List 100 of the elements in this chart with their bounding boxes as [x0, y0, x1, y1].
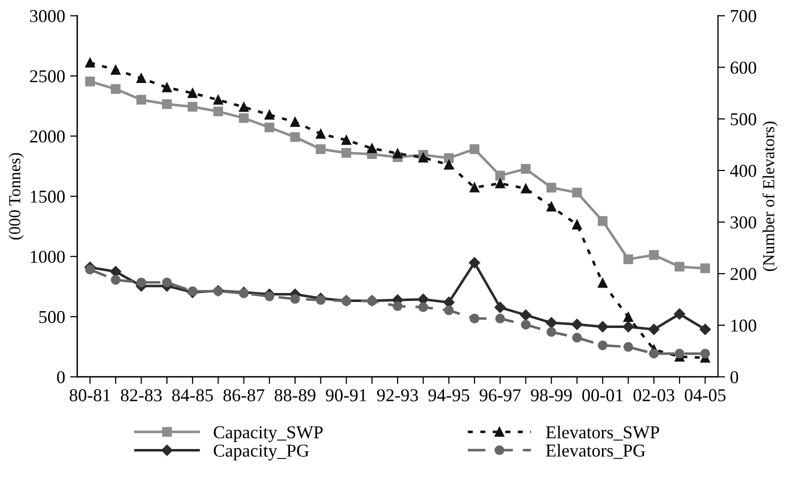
- y2-tick-label: 300: [730, 216, 756, 229]
- y-tick-label: 2500: [30, 70, 65, 82]
- point: [622, 321, 634, 332]
- y-tick-label: 0: [57, 371, 65, 384]
- point: [136, 94, 146, 105]
- legend-label: Capacity_SWP: [214, 426, 323, 442]
- point: [110, 84, 121, 94]
- point: [162, 82, 172, 92]
- point: [316, 144, 326, 154]
- y-tick-label: 2000: [30, 130, 65, 143]
- point: [674, 262, 684, 272]
- point: [188, 88, 198, 98]
- point: [520, 184, 531, 194]
- x-tick-label: 00-01: [582, 389, 623, 402]
- point: [546, 202, 556, 212]
- point: [649, 250, 659, 260]
- y-tick-label: 1500: [30, 190, 65, 203]
- y-tick-label: 1000: [30, 250, 65, 263]
- point: [546, 317, 557, 328]
- x-tick-label: 92-93: [377, 389, 418, 402]
- point: [546, 182, 556, 192]
- y2-tick-label: 0: [730, 371, 738, 384]
- point: [110, 65, 121, 75]
- x-tick-label: 02-03: [634, 389, 674, 402]
- y2-tick-label: 500: [730, 113, 756, 126]
- point: [470, 182, 480, 192]
- point: [316, 129, 326, 139]
- point: [572, 332, 582, 342]
- point: [290, 117, 300, 127]
- point: [571, 318, 583, 330]
- point: [444, 160, 454, 170]
- legend-label: Capacity_PG: [214, 444, 309, 460]
- point: [264, 110, 274, 120]
- point: [213, 106, 224, 116]
- point: [392, 301, 402, 312]
- point: [290, 132, 300, 142]
- point: [598, 340, 608, 350]
- point: [597, 321, 608, 332]
- point: [700, 263, 710, 274]
- x-tick-label: 96-97: [480, 389, 521, 402]
- point: [470, 314, 480, 324]
- point: [392, 148, 402, 158]
- x-tick-label: 88-89: [274, 389, 316, 402]
- y-tick-label: 3000: [30, 10, 65, 22]
- y2-axis-title: (Number of Elevators): [762, 122, 778, 271]
- point: [136, 73, 146, 84]
- point: [188, 102, 198, 112]
- point: [238, 102, 249, 112]
- point: [623, 312, 634, 322]
- point: [623, 254, 634, 264]
- point: [648, 324, 660, 336]
- point: [85, 76, 95, 86]
- y-axis-title: (000 Tonnes): [8, 153, 24, 240]
- y-tick-label: 500: [39, 310, 65, 324]
- point: [700, 324, 711, 336]
- point: [341, 148, 352, 158]
- point: [418, 152, 428, 162]
- legend-label: Elevators_SWP: [546, 426, 660, 441]
- point: [418, 302, 428, 312]
- point: [444, 153, 454, 163]
- x-tick-label: 86-87: [223, 389, 264, 402]
- point: [598, 278, 608, 288]
- point: [598, 216, 608, 226]
- point: [85, 58, 95, 68]
- x-tick-label: 98-99: [530, 389, 572, 402]
- point: [470, 144, 480, 154]
- point: [494, 302, 506, 313]
- point: [572, 220, 582, 230]
- point: [520, 164, 531, 174]
- point: [367, 143, 377, 154]
- x-tick-label: 80-81: [70, 389, 110, 402]
- point: [495, 178, 505, 188]
- point: [316, 295, 326, 305]
- point: [572, 188, 582, 198]
- point: [162, 99, 172, 109]
- y2-tick-label: 200: [730, 268, 756, 280]
- point: [85, 264, 95, 274]
- y2-tick-label: 600: [730, 62, 756, 74]
- point: [444, 305, 454, 316]
- y2-tick-label: 400: [730, 164, 756, 177]
- point: [162, 278, 172, 288]
- point: [520, 309, 532, 321]
- point: [700, 348, 710, 358]
- legend-label: Elevators_PG: [546, 444, 646, 459]
- x-tick-label: 04-05: [684, 389, 726, 402]
- point: [623, 342, 634, 352]
- point: [468, 257, 480, 268]
- y2-tick-label: 700: [730, 10, 756, 22]
- point: [341, 135, 352, 145]
- y2-tick-label: 100: [731, 320, 756, 332]
- point: [546, 327, 556, 337]
- point: [264, 122, 274, 132]
- point: [290, 294, 300, 304]
- x-tick-label: 90-91: [326, 389, 366, 402]
- point: [213, 94, 224, 105]
- point: [264, 291, 274, 302]
- point: [520, 320, 531, 330]
- point: [136, 278, 146, 288]
- point: [495, 170, 505, 180]
- x-tick-label: 82-83: [120, 389, 162, 402]
